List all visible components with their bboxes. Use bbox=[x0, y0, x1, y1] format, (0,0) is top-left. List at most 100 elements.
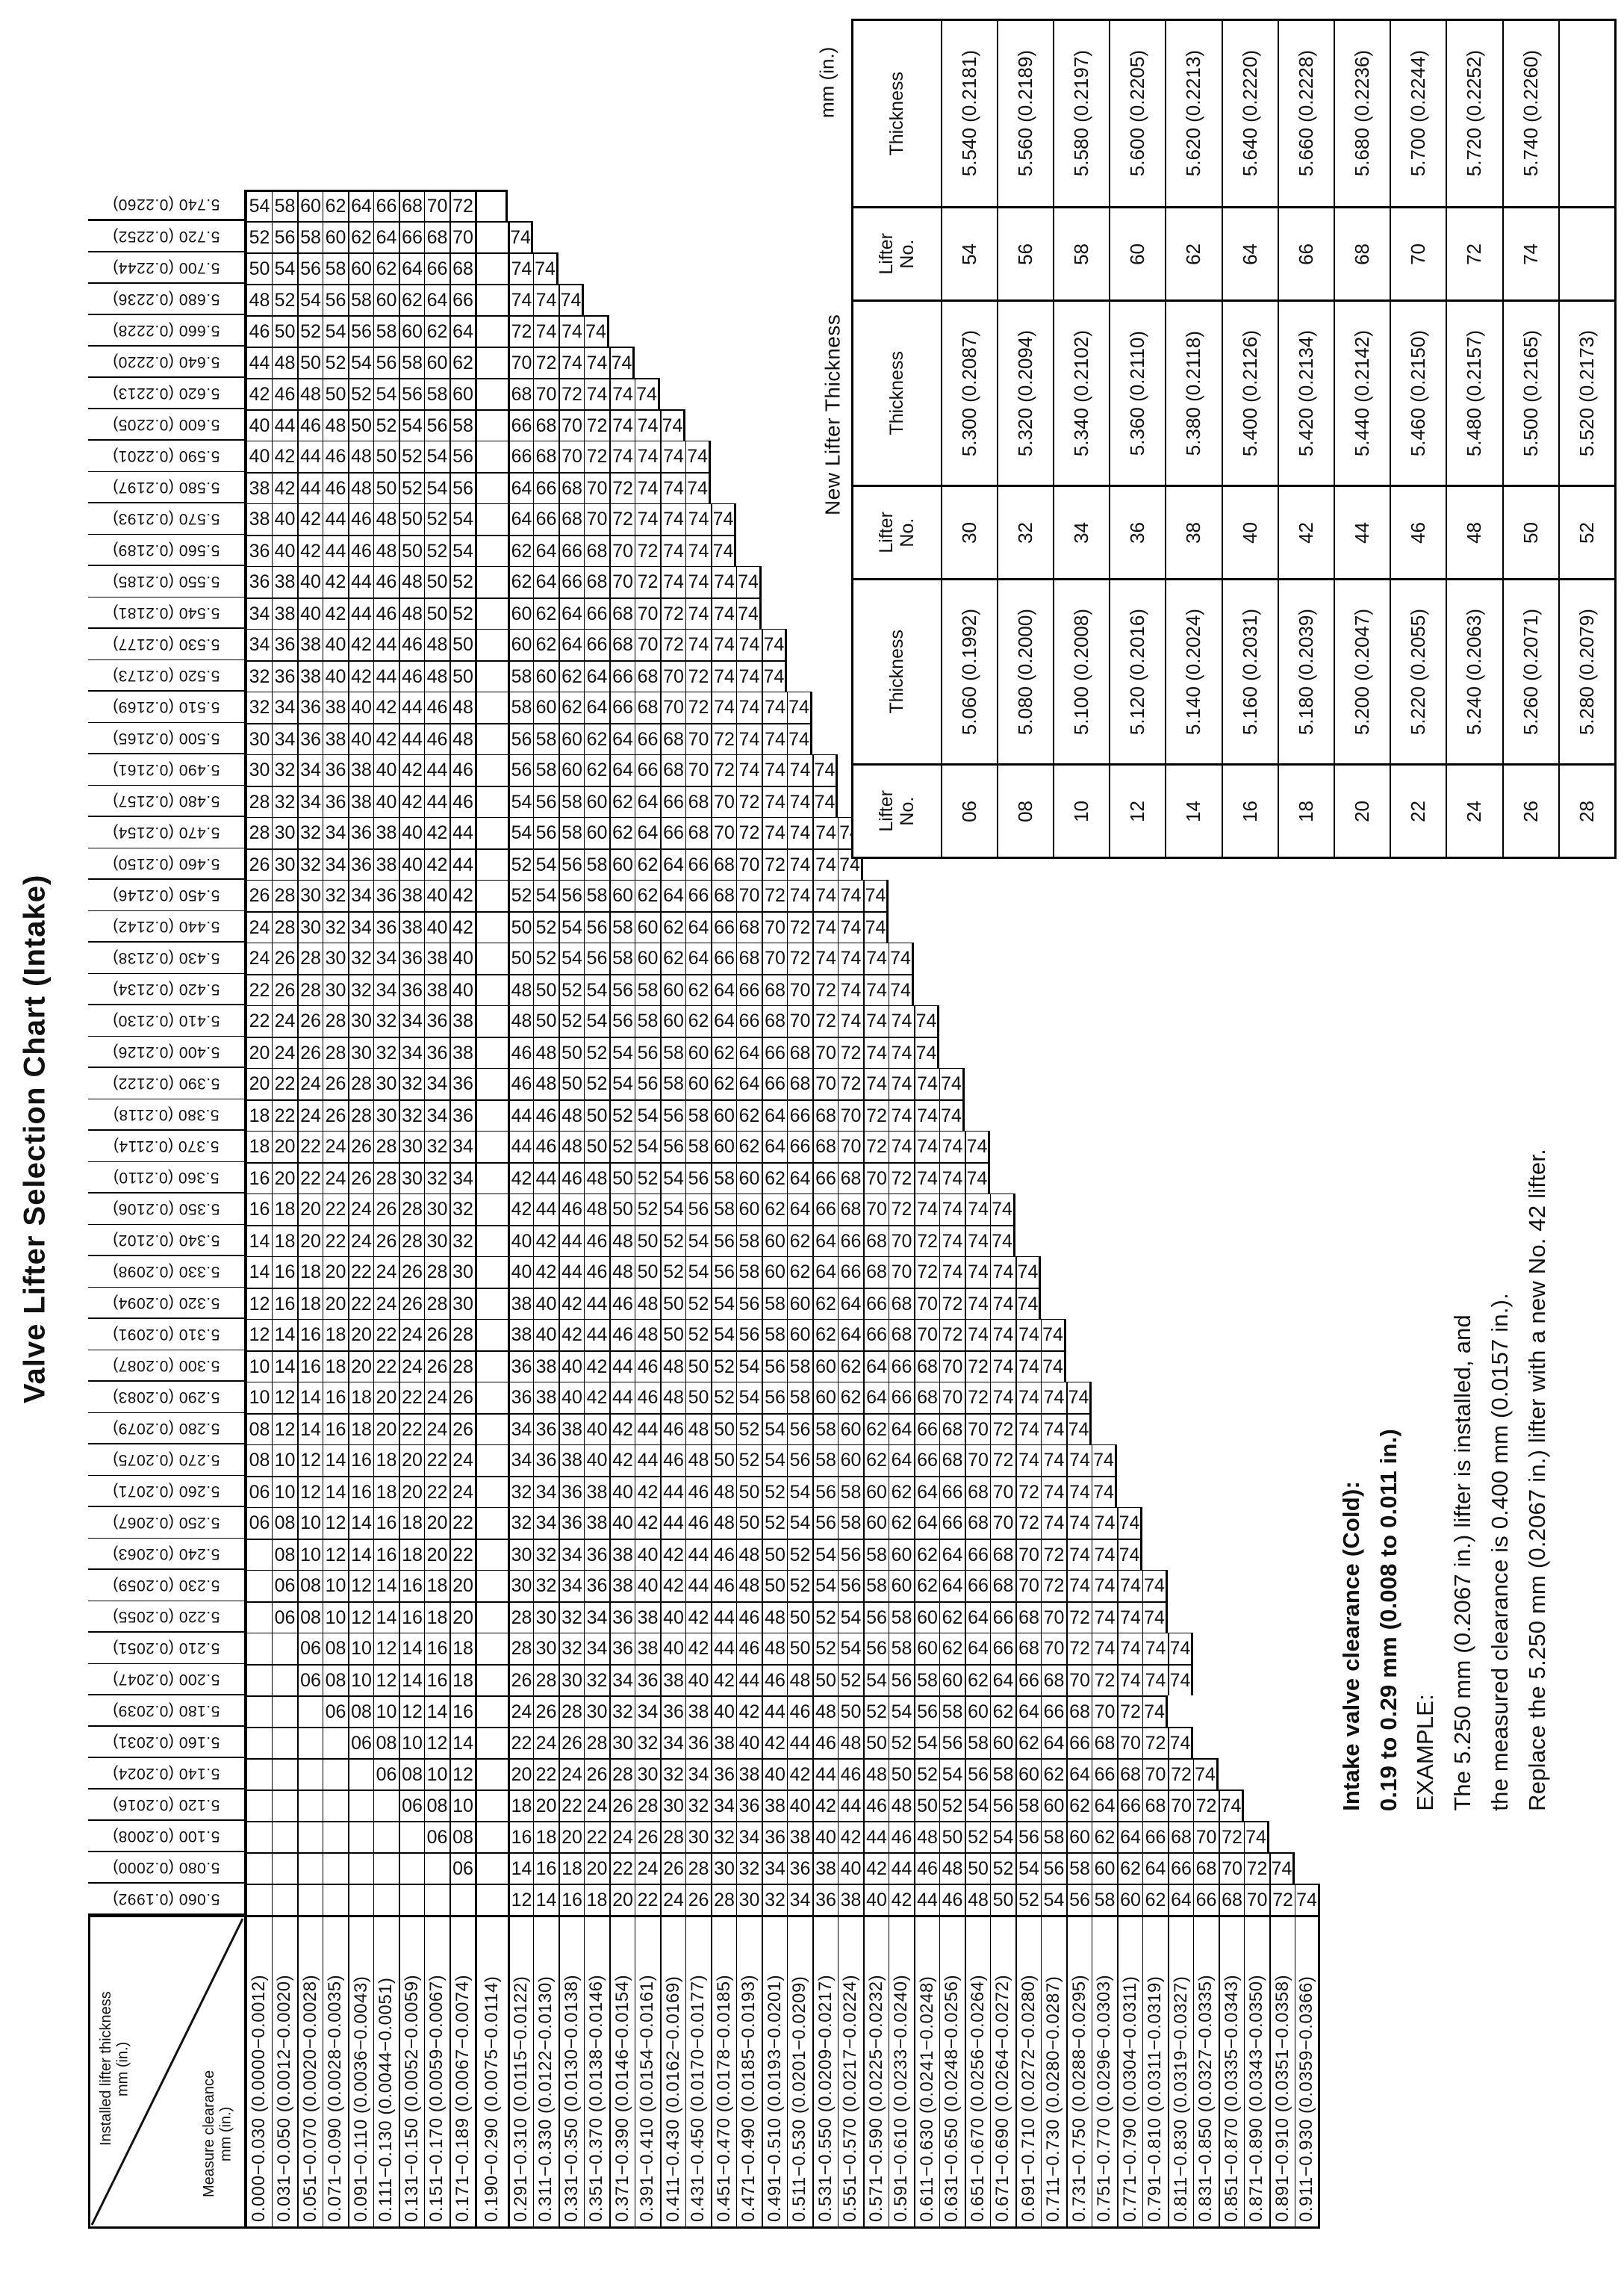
table-cell-text: 36 bbox=[1126, 521, 1149, 544]
replacement-lifter-cell: 38 bbox=[424, 974, 449, 1005]
matrix-row: 5.140 (0.2024) 06 08 10 12 20 22 24 26 28 30 32 34 36… bbox=[88, 1758, 1219, 1790]
replacement-lifter-cell: 52 bbox=[399, 472, 424, 503]
replacement-lifter-cell: 64 bbox=[939, 1570, 965, 1601]
table-value-cell: 44 bbox=[1333, 485, 1390, 578]
replacement-lifter-cell: 32 bbox=[508, 1476, 533, 1507]
replacement-lifter-cell: 68 bbox=[838, 1194, 863, 1225]
replacement-lifter-cell: 54 bbox=[889, 1695, 914, 1727]
table-cell-text: 52 bbox=[1575, 521, 1598, 544]
replacement-lifter-cell: 72 bbox=[863, 1131, 889, 1162]
replacement-lifter-cell: 46 bbox=[660, 1413, 685, 1444]
replacement-lifter-cell: 74 bbox=[559, 347, 584, 378]
replacement-lifter-cell: 58 bbox=[660, 1068, 685, 1099]
replacement-lifter-cell: 66 bbox=[685, 880, 711, 911]
replacement-lifter-cell: 54 bbox=[736, 1350, 762, 1382]
replacement-lifter-cell: 06 bbox=[424, 1821, 449, 1852]
replacement-lifter-cell: 74 bbox=[889, 974, 914, 1005]
replacement-lifter-cell: 72 bbox=[1066, 1601, 1092, 1633]
replacement-lifter-cell: 50 bbox=[990, 1884, 1015, 1915]
replacement-lifter-cell: 52 bbox=[838, 1664, 863, 1695]
table-cell-text: 5.100 (0.2008) bbox=[1069, 608, 1092, 736]
replacement-lifter-cell: 72 bbox=[838, 1068, 863, 1099]
replacement-lifter-cell: 72 bbox=[812, 974, 838, 1005]
replacement-lifter-cell: 50 bbox=[914, 1790, 939, 1821]
table-cell-text: 5.660 (0.2228) bbox=[1294, 50, 1317, 177]
replacement-lifter-cell: 60 bbox=[609, 880, 635, 911]
matrix-row: 5.290 (0.2083) 10 12 14 16 18 20 22 24 26 36 38 40 42… bbox=[88, 1382, 1092, 1413]
empty-cell bbox=[272, 1695, 297, 1727]
replacement-lifter-cell: 46 bbox=[711, 1570, 736, 1601]
replacement-lifter-cell: 62 bbox=[533, 597, 559, 629]
table-value-cell: 30 bbox=[940, 485, 997, 578]
empty-cell bbox=[475, 1664, 508, 1695]
replacement-lifter-cell: 46 bbox=[584, 1256, 609, 1288]
replacement-lifter-cell: 60 bbox=[399, 315, 424, 347]
replacement-lifter-cell: 74 bbox=[609, 441, 635, 472]
replacement-lifter-cell: 24 bbox=[373, 1256, 399, 1288]
matrix-row: 5.210 (0.2051) 06 08 10 12 14 16 18 28 30 32 34 36 38… bbox=[88, 1633, 1193, 1664]
replacement-lifter-cell: 10 bbox=[272, 1444, 297, 1476]
table-header-cell: Thickness bbox=[853, 578, 941, 763]
replacement-lifter-cell: 48 bbox=[812, 1695, 838, 1727]
replacement-lifter-cell: 24 bbox=[348, 1225, 373, 1256]
clearance-range-text: 0.031−0.050 (0.0012−0.0020) bbox=[274, 1974, 295, 2222]
replacement-lifter-cell: 34 bbox=[297, 754, 323, 786]
replacement-lifter-cell: 48 bbox=[711, 1476, 736, 1507]
clearance-range-text: 0.111−0.130 (0.0044−0.0051) bbox=[376, 1977, 396, 2222]
replacement-lifter-cell: 38 bbox=[399, 911, 424, 943]
replacement-lifter-cell: 52 bbox=[762, 1507, 787, 1539]
table-value-cell: 22 bbox=[1390, 763, 1446, 857]
empty-cell bbox=[475, 1068, 508, 1099]
replacement-lifter-cell: 24 bbox=[348, 1194, 373, 1225]
replacement-lifter-cell: 30 bbox=[348, 1005, 373, 1037]
replacement-lifter-cell: 32 bbox=[635, 1727, 660, 1758]
replacement-lifter-cell: 72 bbox=[685, 660, 711, 692]
empty-cell bbox=[475, 1695, 508, 1727]
table-cell-text: 56 bbox=[1013, 243, 1036, 265]
replacement-lifter-cell: 68 bbox=[635, 660, 660, 692]
note-line: 0.19 to 0.29 mm (0.008 to 0.011 in.) bbox=[1375, 1428, 1401, 1811]
replacement-lifter-cell: 74 bbox=[762, 660, 787, 692]
replacement-lifter-cell: 50 bbox=[508, 911, 533, 943]
replacement-lifter-cell: 74 bbox=[1117, 1570, 1142, 1601]
replacement-lifter-cell: 60 bbox=[1117, 1884, 1142, 1915]
replacement-lifter-cell: 28 bbox=[711, 1884, 736, 1915]
table-value-cell: 5.740 (0.2260) bbox=[1502, 21, 1558, 206]
clearance-range-text: 0.691−0.710 (0.0272−0.0280) bbox=[1018, 1974, 1039, 2222]
replacement-lifter-cell: 74 bbox=[1066, 1444, 1092, 1476]
replacement-lifter-cell: 36 bbox=[272, 660, 297, 692]
table-value-cell: 5.260 (0.2071) bbox=[1502, 578, 1558, 763]
replacement-lifter-cell: 14 bbox=[272, 1319, 297, 1350]
installed-lifter-thickness-label: Installed lifter thickness mm (in.) bbox=[98, 1991, 131, 2147]
matrix-row: 5.500 (0.2165) 30 34 36 38 40 42 44 46 48 56 58 60 62… bbox=[88, 723, 812, 754]
replacement-lifter-cell: 74 bbox=[635, 378, 660, 409]
installed-thickness-row-header: 5.660 (0.2228) bbox=[88, 315, 246, 347]
replacement-lifter-cell: 74 bbox=[1015, 1413, 1041, 1444]
replacement-lifter-cell: 74 bbox=[787, 817, 812, 848]
replacement-lifter-cell: 66 bbox=[373, 190, 399, 221]
replacement-lifter-cell: 48 bbox=[660, 1382, 685, 1413]
replacement-lifter-cell: 48 bbox=[508, 974, 533, 1005]
replacement-lifter-cell: 74 bbox=[1142, 1664, 1168, 1695]
installed-thickness-row-header: 5.450 (0.2146) bbox=[88, 880, 246, 911]
replacement-lifter-cell: 16 bbox=[508, 1821, 533, 1852]
lifter-no-row: Lifter No. 54 56 58 60 62 64 66 68 70 72 74 bbox=[853, 206, 1614, 299]
replacement-lifter-cell: 64 bbox=[1168, 1884, 1193, 1915]
measure-clearance-column-label: 0.711−0.730 (0.0280−0.0287) bbox=[1041, 1915, 1066, 2229]
replacement-lifter-cell: 56 bbox=[508, 754, 533, 786]
replacement-lifter-cell: 74 bbox=[1295, 1884, 1320, 1915]
table-cell-text: 5.180 (0.2039) bbox=[1294, 608, 1317, 736]
replacement-lifter-cell: 48 bbox=[685, 1413, 711, 1444]
replacement-lifter-cell: 44 bbox=[323, 535, 348, 566]
replacement-lifter-cell: 40 bbox=[297, 597, 323, 629]
replacement-lifter-cell: 22 bbox=[246, 1005, 272, 1037]
replacement-lifter-cell: 66 bbox=[399, 221, 424, 252]
clearance-range-text: 0.471−0.490 (0.0185−0.0193) bbox=[738, 1974, 759, 2222]
replacement-lifter-cell: 54 bbox=[609, 1037, 635, 1068]
replacement-lifter-cell: 74 bbox=[711, 629, 736, 660]
empty-cell bbox=[297, 1695, 323, 1727]
clearance-range-text: 0.791−0.810 (0.0311−0.0319) bbox=[1145, 1975, 1166, 2222]
lifter-no-row: Lifter No. 06 08 10 12 14 16 18 20 22 24 26 28 bbox=[853, 763, 1614, 857]
table-value-cell: 26 bbox=[1502, 763, 1558, 857]
installed-thickness-row-header: 5.440 (0.2142) bbox=[88, 911, 246, 943]
